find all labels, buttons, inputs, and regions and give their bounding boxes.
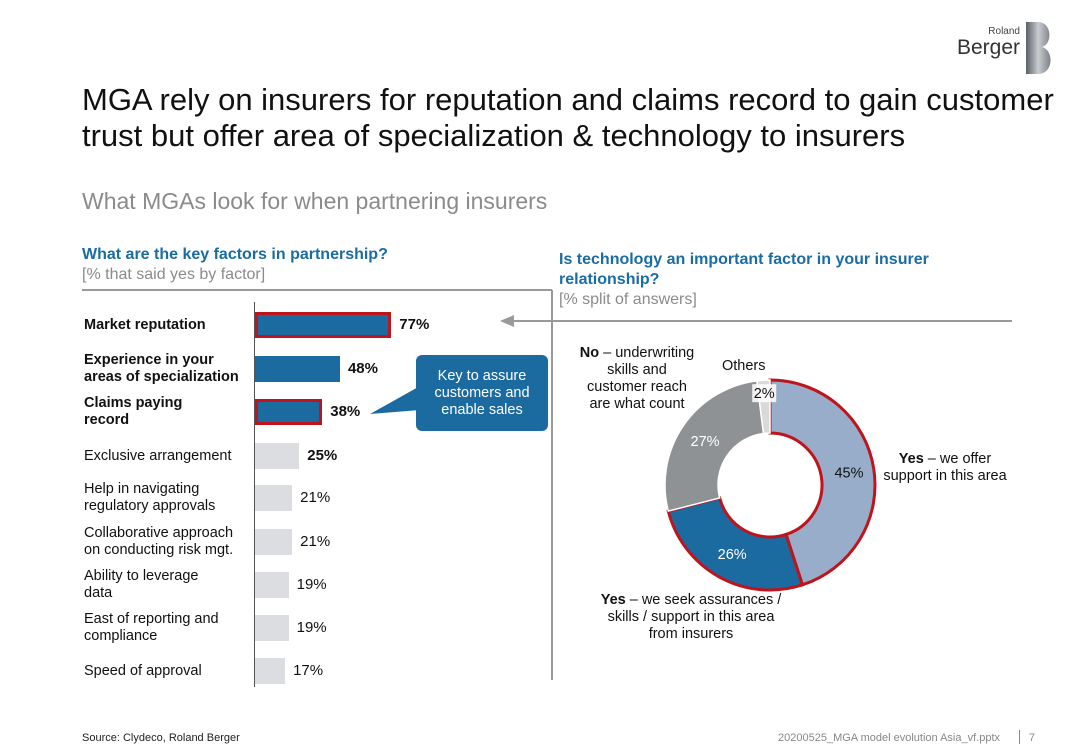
donut-label-yes-offer-rest: – we offer support in this area: [883, 451, 1007, 484]
bar-category-label: Ability to leverage data: [84, 568, 199, 601]
bar-value-label: 38%: [330, 403, 361, 420]
bar-value-label: 48%: [347, 360, 378, 377]
left-question-heading: What are the key factors in partnership?: [82, 246, 388, 263]
bar-value-label: 21%: [300, 533, 331, 550]
donut-value-label: 45%: [834, 465, 863, 481]
bar: [255, 443, 300, 469]
bar-value-label: 25%: [307, 447, 338, 464]
bar-value-label: 19%: [296, 619, 327, 636]
callout-pointer: [370, 386, 420, 414]
donut-label-no-rest: – underwriting skills and customer reach…: [587, 345, 695, 412]
donut-value-label: 26%: [718, 547, 747, 563]
donut-label-yes-seek-bold: Yes: [600, 592, 626, 608]
right-question-sub: [% split of answers]: [559, 291, 697, 308]
bar-category-label: East of reporting and compliance: [84, 611, 219, 644]
bar: [255, 356, 340, 382]
bar: [255, 399, 323, 425]
bar: [255, 529, 293, 555]
logo-big-text: Berger: [956, 36, 1020, 59]
donut-label-yes-seek: Yes – we seek assurances / skills / supp…: [596, 592, 786, 643]
bar: [255, 572, 289, 598]
donut-slice: [666, 496, 805, 592]
donut-slice: [768, 378, 877, 587]
donut-chart: 45% 26% 27% 2%: [664, 378, 877, 592]
bar-value-label: 19%: [296, 576, 327, 593]
logo-b-mark-icon: [1026, 22, 1051, 74]
page-number: 7: [1028, 732, 1035, 744]
bar-value-label: 77%: [399, 316, 430, 333]
donut-label-yes-offer-bold: Yes: [898, 451, 924, 467]
left-question: What are the key factors in partnership?…: [82, 245, 388, 284]
donut-value-label: 27%: [691, 434, 720, 450]
bar: [255, 312, 392, 338]
donut-label-no: No – underwriting skills and customer re…: [578, 345, 696, 413]
bar-value-label: 17%: [293, 662, 324, 679]
section-divider: [551, 290, 553, 680]
bar: [255, 615, 289, 641]
donut-label-yes-seek-rest: – we seek assurances / skills / support …: [607, 592, 782, 642]
donut-slice: [664, 379, 765, 513]
bar-category-label: Exclusive arrangement: [84, 447, 232, 464]
bar-category-label: Collaborative approach on conducting ris…: [84, 525, 234, 558]
footer-filename: 20200525_MGA model evolution Asia_vf.ppt…: [778, 732, 1000, 744]
arrow-left-icon: [500, 315, 1012, 327]
bar-category-label: Speed of approval: [84, 662, 202, 679]
donut-value-label-bg: [752, 384, 777, 403]
bar-category-label: Claims paying record: [84, 395, 183, 428]
bar-value-label: 21%: [300, 489, 331, 506]
roland-berger-logo: Roland Berger: [957, 26, 1020, 59]
page-subtitle: What MGAs look for when partnering insur…: [82, 188, 548, 214]
donut-label-others: Others: [722, 358, 766, 374]
callout-box: Key to assure customers and enable sales: [416, 355, 548, 431]
donut-label-yes-offer: Yes – we offer support in this area: [878, 451, 1012, 485]
bar: [255, 658, 286, 684]
bar-category-label: Experience in your areas of specializati…: [84, 352, 239, 385]
bar-category-label: Market reputation: [84, 316, 206, 333]
donut-value-label: 2%: [754, 386, 775, 402]
donut-label-no-bold: No: [579, 345, 600, 361]
page-title: MGA rely on insurers for reputation and …: [82, 82, 1054, 153]
bar: [255, 485, 293, 511]
callout-text: Key to assure customers and enable sales: [434, 367, 530, 418]
right-question-heading: Is technology an important factor in you…: [559, 251, 929, 288]
logo-small-text: Roland: [988, 26, 1020, 37]
right-question: Is technology an important factor in you…: [559, 250, 999, 309]
left-question-sub: [% that said yes by factor]: [82, 266, 266, 283]
bar-axis-line: [254, 302, 255, 687]
left-header-rule: [82, 289, 552, 291]
bar-category-label: Help in navigating regulatory approvals: [84, 481, 216, 514]
source-note: Source: Clydeco, Roland Berger: [82, 732, 240, 744]
footer-separator: [1019, 730, 1020, 744]
